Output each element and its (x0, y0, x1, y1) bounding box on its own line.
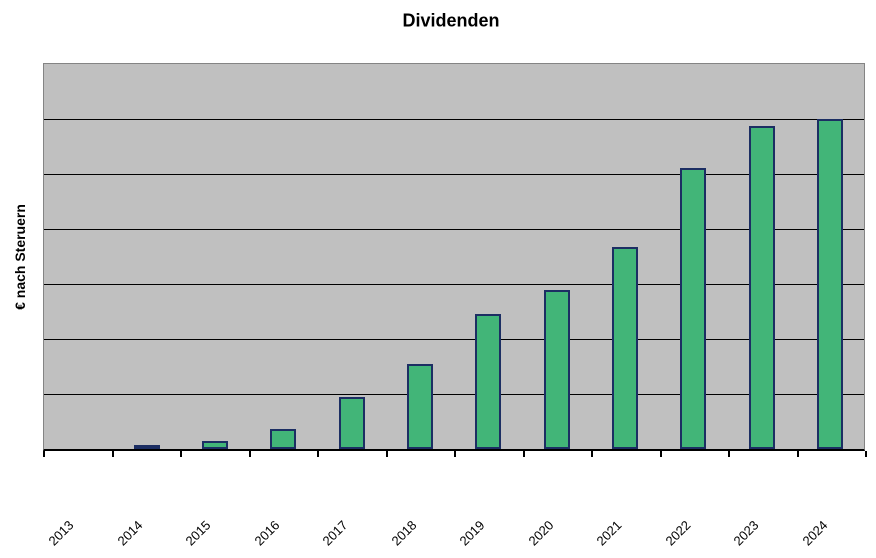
gridline (44, 394, 864, 395)
bar-2014 (134, 445, 160, 449)
x-tick-mark (386, 451, 388, 457)
x-tick-label-2017: 2017 (319, 517, 351, 549)
gridline (44, 119, 864, 120)
x-tick-label-2024: 2024 (799, 517, 831, 549)
x-tick-label-2021: 2021 (593, 517, 625, 549)
plot-area (43, 63, 865, 451)
x-tick-mark (454, 451, 456, 457)
bar-2017 (339, 397, 365, 449)
x-tick-label-2015: 2015 (182, 517, 214, 549)
bar-2019 (475, 314, 501, 449)
bar-2024 (817, 119, 843, 449)
x-tick-mark (523, 451, 525, 457)
x-tick-label-2020: 2020 (525, 517, 557, 549)
chart-title: Dividenden (402, 10, 500, 31)
bar-2021 (612, 247, 638, 449)
x-tick-label-2022: 2022 (662, 517, 694, 549)
x-tick-label-2014: 2014 (114, 517, 146, 549)
x-tick-label-2016: 2016 (251, 517, 283, 549)
bar-2015 (202, 441, 228, 449)
x-tick-label-2013: 2013 (45, 517, 77, 549)
x-tick-mark (180, 451, 182, 457)
x-tick-mark (249, 451, 251, 457)
bar-2023 (749, 126, 775, 449)
x-tick-mark (317, 451, 319, 457)
bar-2020 (544, 290, 570, 449)
x-tick-mark (660, 451, 662, 457)
bar-2016 (270, 429, 296, 449)
x-tick-mark (728, 451, 730, 457)
x-tick-mark (112, 451, 114, 457)
gridline (44, 339, 864, 340)
x-tick-mark (865, 451, 867, 457)
x-tick-mark (43, 451, 45, 457)
gridline (44, 229, 864, 230)
bar-2022 (680, 168, 706, 449)
gridline (44, 284, 864, 285)
x-tick-mark (797, 451, 799, 457)
bar-2018 (407, 364, 433, 449)
x-tick-label-2019: 2019 (456, 517, 488, 549)
x-tick-mark (591, 451, 593, 457)
x-tick-label-2023: 2023 (730, 517, 762, 549)
gridline (44, 174, 864, 175)
y-axis-label: € nach Steruern (12, 204, 28, 310)
x-tick-label-2018: 2018 (388, 517, 420, 549)
